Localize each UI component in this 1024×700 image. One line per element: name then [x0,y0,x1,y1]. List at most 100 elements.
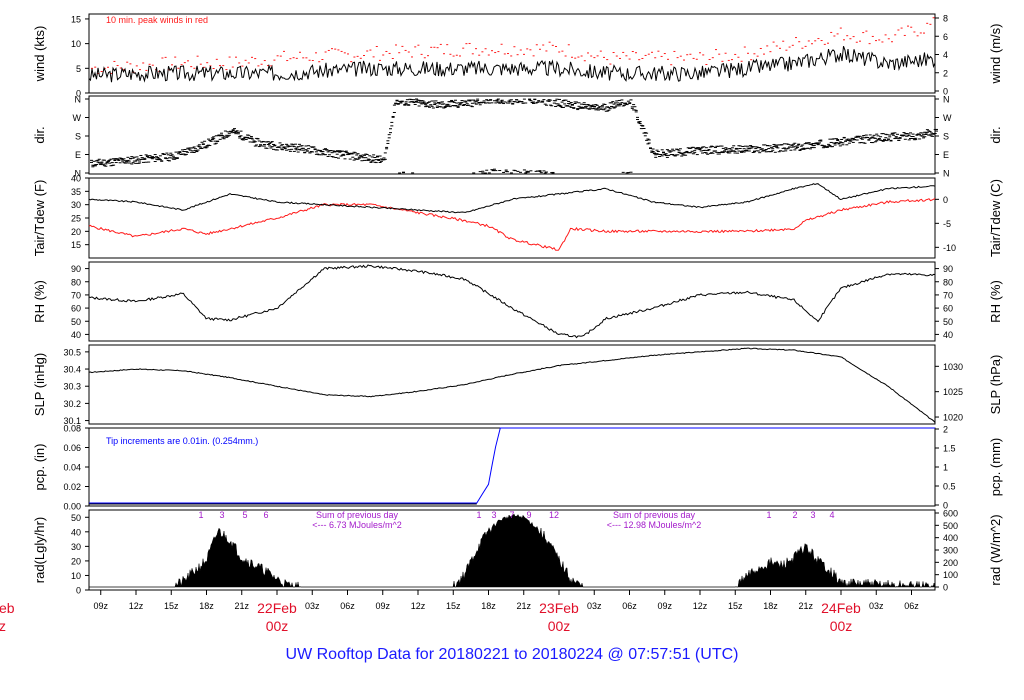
wind-mean-line [88,46,936,83]
rad-wm2-tick-label: 500 [943,521,958,531]
time-tick-label: 09z [657,601,672,611]
rad-sum-label: Sum of previous day [316,510,399,520]
time-date-sublabel: 00z [266,618,289,634]
temp-ylabel-left: Tair/Tdew (F) [32,180,47,257]
wind-ms-tick-label: 2 [943,68,948,78]
time-tick-label: 09z [93,601,108,611]
rad-tick-label: 10 [71,571,81,581]
rad-wm2-tick-label: 600 [943,509,958,519]
time-tick-label: 15z [728,601,743,611]
rad-sun-hour-label: 9 [526,510,531,520]
rad-tick-label: 50 [71,513,81,523]
rh-tick-label: 40 [71,330,81,340]
wind-tick-label: 10 [71,39,81,49]
wind-frame [88,13,936,94]
rad-wm2-tick-label: 0 [943,583,948,593]
rad-sun-hour-label: 12 [549,510,559,520]
time-tick-label: 03z [869,601,884,611]
wind-ylabel-left: wind (kts) [32,26,47,83]
time-tick-label: 15z [446,601,461,611]
rad-sum-value: <--- 12.98 MJoules/m^2 [607,520,702,530]
time-tick-label: 12z [411,601,426,611]
time-tick-label: 18z [763,601,778,611]
rad-sun-hour-label: 7 [509,510,514,520]
dir-tick-label: E [75,150,81,160]
slp-tick-label: 30.3 [63,382,81,392]
rad-sun-hour-label: 1 [198,510,203,520]
slp-hpa-tick-label: 1020 [943,413,963,423]
temp-tick-label: 25 [71,214,81,224]
dir-tick-label: S [75,132,81,142]
pcp-mm-tick-label: 1.5 [943,444,956,454]
rh-r-tick-label: 50 [943,317,953,327]
time-tick-label: 06z [622,601,637,611]
temp-tick-label: 40 [71,174,81,184]
pcp-annotation: Tip increments are 0.01in. (0.254mm.) [106,436,258,446]
wind-tick-label: 15 [71,14,81,24]
wind-ms-tick-label: 0 [943,87,948,97]
dir-r-tick-label: S [943,132,949,142]
pcp-tick-label: 0.04 [63,463,81,473]
slp-frame [88,344,936,425]
rh-r-tick-label: 40 [943,330,953,340]
temp-tick-label: 35 [71,187,81,197]
rh-ylabel-left: RH (%) [32,280,47,323]
rad-ylabel-right: rad (W/m^2) [988,514,1003,585]
rad-sun-hour-label: 1 [476,510,481,520]
rad-sun-hour-label: 2 [792,510,797,520]
dir-r-tick-label: E [943,150,949,160]
rad-tick-label: 30 [71,542,81,552]
dir-tick-label: N [75,169,82,179]
rad-sun-hour-label: 5 [242,510,247,520]
rad-tick-label: 0 [76,586,81,596]
rh-frame [88,261,936,342]
rad-sun-hour-label: 3 [491,510,496,520]
dir-r-tick-label: N [943,169,950,179]
time-tick-label: 12z [693,601,708,611]
dir-r-tick-label: N [943,95,950,105]
pcp-mm-tick-label: 0.5 [943,482,956,492]
pcp-tick-label: 0.06 [63,443,81,453]
temp-frame [88,177,936,259]
wind-ms-tick-label: 8 [943,14,948,24]
temp-tick-label: 30 [71,200,81,210]
rad-tick-label: 20 [71,556,81,566]
tair-line [88,183,936,214]
temp-c-tick-label: -10 [943,243,956,253]
slp-ylabel-right: SLP (hPa) [988,355,1003,415]
time-date-label: 24Feb [821,600,861,616]
temp-c-tick-label: -5 [943,219,951,229]
slp-tick-label: 30.5 [63,347,81,357]
slp-hpa-tick-label: 1025 [943,387,963,397]
temp-tick-label: 15 [71,240,81,250]
time-date-sublabel-cut: z [0,618,6,634]
slp-tick-label: 30.1 [63,416,81,426]
rad-sun-hour-label: 3 [219,510,224,520]
pcp-ylabel-right: pcp. (mm) [988,438,1003,497]
temp-ylabel-right: Tair/Tdew (C) [988,179,1003,257]
rad-sun-hour-label: 3 [810,510,815,520]
time-date-label: 22Feb [257,600,297,616]
pcp-tick-label: 0.08 [63,424,81,434]
pcp-mm-tick-label: 0 [943,501,948,511]
slp-hpa-tick-label: 1030 [943,362,963,372]
pcp-tick-label: 0.00 [63,502,81,512]
wind-ms-tick-label: 6 [943,32,948,42]
rad-sun-hour-label: 4 [829,510,834,520]
pcp-line [89,427,935,504]
rad-wm2-tick-label: 300 [943,546,958,556]
pcp-tick-label: 0.02 [63,482,81,492]
dir-tick-label: N [75,95,82,105]
time-tick-label: 12z [129,601,144,611]
rh-tick-label: 60 [71,304,81,314]
wind-ylabel-right: wind (m/s) [988,24,1003,85]
time-tick-label: 06z [904,601,919,611]
time-tick-label: 06z [340,601,355,611]
rad-sum-value: <--- 6.73 MJoules/m^2 [312,520,402,530]
time-date-label-cut: eb [0,600,15,616]
rad-sun-hour-label: 1 [766,510,771,520]
rh-tick-label: 70 [71,290,81,300]
rh-line [88,264,936,339]
footer-title: UW Rooftop Data for 20180221 to 20180224… [285,646,739,663]
